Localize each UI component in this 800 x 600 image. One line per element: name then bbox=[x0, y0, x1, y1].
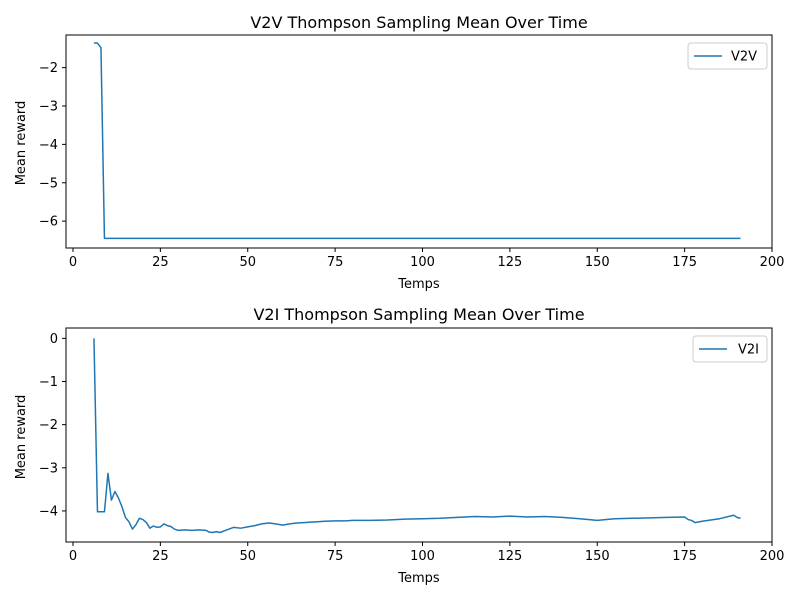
x-tick-label: 125 bbox=[497, 549, 522, 564]
x-tick-label: 25 bbox=[152, 255, 169, 270]
y-tick-label: −4 bbox=[39, 504, 58, 519]
x-axis-label: Temps bbox=[397, 277, 440, 292]
subplot-v2i: V2I Thompson Sampling Mean Over Time Tem… bbox=[14, 305, 784, 586]
x-axis-label: Temps bbox=[397, 571, 440, 586]
axis-ticks: 0 25 50 75 100 125 150 175 200 0 −1 −2 −3 −4 bbox=[39, 332, 785, 564]
y-tick-label: −2 bbox=[39, 418, 58, 433]
series-lines bbox=[93, 338, 741, 534]
x-tick-label: 150 bbox=[585, 549, 610, 564]
x-tick-label: 75 bbox=[327, 549, 344, 564]
series-lines bbox=[93, 42, 741, 240]
x-tick-label: 200 bbox=[760, 255, 785, 270]
y-axis-label: Mean reward bbox=[14, 101, 29, 186]
x-tick-label: 175 bbox=[672, 255, 697, 270]
chart-title: V2I Thompson Sampling Mean Over Time bbox=[253, 305, 584, 324]
x-tick-label: 25 bbox=[152, 549, 169, 564]
legend: V2I bbox=[692, 335, 768, 363]
legend-label-v2v: V2V bbox=[731, 50, 757, 65]
y-tick-label: −3 bbox=[39, 100, 58, 115]
x-tick-label: 100 bbox=[410, 549, 435, 564]
x-tick-label: 75 bbox=[327, 255, 344, 270]
axis-ticks: 0 25 50 75 100 125 150 175 200 −2 −3 −4 −5 −6 bbox=[39, 61, 785, 270]
plot-area-frame bbox=[65, 34, 773, 249]
series-line-v2i bbox=[93, 338, 741, 534]
chart-title: V2V Thompson Sampling Mean Over Time bbox=[250, 13, 587, 32]
x-tick-label: 200 bbox=[760, 549, 785, 564]
legend-label-v2i: V2I bbox=[738, 343, 759, 358]
y-axis-label: Mean reward bbox=[14, 395, 29, 480]
y-tick-label: −1 bbox=[39, 375, 58, 390]
plot-area-frame bbox=[65, 327, 773, 543]
y-tick-label: 0 bbox=[50, 332, 58, 347]
y-tick-label: −4 bbox=[39, 138, 58, 153]
x-tick-label: 150 bbox=[585, 255, 610, 270]
x-tick-label: 125 bbox=[497, 255, 522, 270]
x-tick-label: 175 bbox=[672, 549, 697, 564]
x-tick-label: 0 bbox=[69, 255, 77, 270]
x-tick-label: 50 bbox=[239, 255, 256, 270]
series-line-v2v bbox=[93, 42, 741, 240]
legend: V2V bbox=[687, 42, 768, 70]
legend-box bbox=[692, 335, 768, 363]
x-tick-label: 100 bbox=[410, 255, 435, 270]
x-tick-label: 0 bbox=[69, 549, 77, 564]
y-tick-label: −2 bbox=[39, 61, 58, 76]
y-tick-label: −6 bbox=[39, 215, 58, 230]
subplot-v2v: V2V Thompson Sampling Mean Over Time Tem… bbox=[14, 13, 784, 292]
legend-box bbox=[687, 42, 768, 70]
x-tick-label: 50 bbox=[239, 549, 256, 564]
y-tick-label: −5 bbox=[39, 176, 58, 191]
y-tick-label: −3 bbox=[39, 461, 58, 476]
